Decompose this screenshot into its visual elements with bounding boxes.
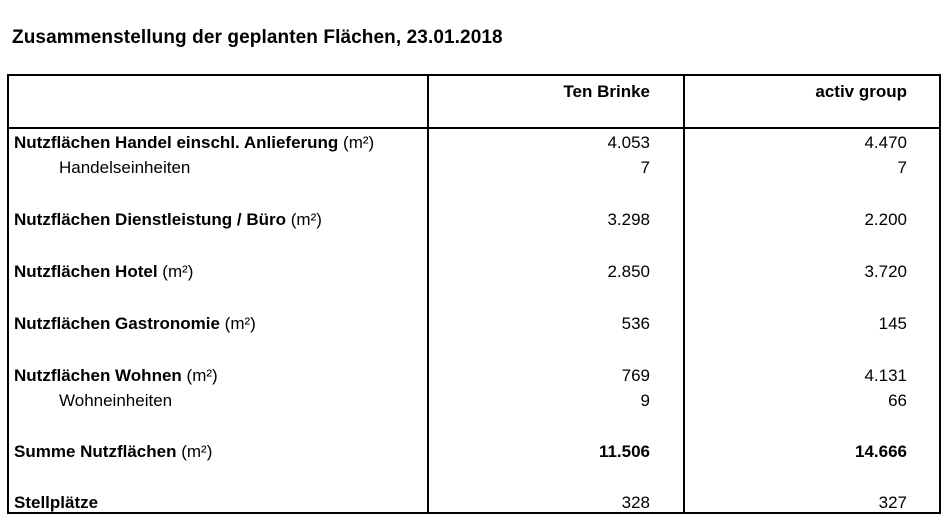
table-cell: 3.720 (864, 262, 907, 281)
row-label-text: Nutzflächen Hotel (14, 262, 158, 281)
row-label-stellplaetze: Stellplätze (14, 493, 98, 513)
row-label-gastronomie: Nutzflächen Gastronomie (m²) (14, 314, 256, 334)
table-cell: 327 (878, 493, 907, 512)
table-cell: 3.298 (607, 210, 650, 229)
column-header-ten-brinke: Ten Brinke (563, 82, 650, 101)
document-title: Zusammenstellung der geplanten Flächen, … (12, 27, 503, 48)
row-label-text: Summe Nutzflächen (14, 442, 177, 461)
row-label-text: Nutzflächen Dienstleistung / Büro (14, 210, 287, 229)
row-unit: (m²) (290, 210, 322, 229)
table-cell: 536 (621, 314, 650, 333)
row-label-wohneinheiten: Wohneinheiten (59, 391, 173, 410)
table-cell: 2.200 (864, 210, 907, 229)
table-cell: 7 (640, 158, 650, 177)
header-divider (9, 127, 939, 129)
table-cell: 328 (621, 493, 650, 512)
column-divider (683, 76, 685, 512)
table-cell: 4.131 (864, 366, 907, 385)
row-unit: (m²) (343, 133, 375, 152)
table-cell: 4.053 (607, 133, 650, 152)
table-cell: 9 (640, 391, 650, 410)
row-unit: (m²) (224, 314, 256, 333)
row-label-text: Nutzflächen Handel einschl. Anlieferung (14, 133, 339, 152)
table-cell-total: 14.666 (855, 442, 907, 461)
table-cell: 145 (878, 314, 907, 333)
area-summary-table: Ten Brinke activ group Nutzflächen Hande… (7, 74, 941, 514)
column-header-activ-group: activ group (815, 82, 907, 101)
table-cell: 2.850 (607, 262, 650, 281)
table-cell: 66 (888, 391, 907, 410)
row-label-text: Nutzflächen Gastronomie (14, 314, 220, 333)
row-label-dienstleistung: Nutzflächen Dienstleistung / Büro (m²) (14, 210, 322, 230)
column-divider (427, 76, 429, 512)
row-unit: (m²) (181, 442, 213, 461)
table-cell: 4.470 (864, 133, 907, 152)
row-label-summe: Summe Nutzflächen (m²) (14, 442, 212, 462)
row-label-handelseinheiten: Handelseinheiten (59, 158, 191, 177)
row-unit: (m²) (186, 366, 218, 385)
row-label-text: Stellplätze (14, 493, 99, 512)
row-label-handel: Nutzflächen Handel einschl. Anlieferung … (14, 133, 374, 153)
row-label-text: Nutzflächen Wohnen (14, 366, 182, 385)
table-cell: 7 (897, 158, 907, 177)
table-cell-total: 11.506 (598, 442, 650, 461)
row-label-wohnen: Nutzflächen Wohnen (m²) (14, 366, 218, 386)
table-cell: 769 (621, 366, 650, 385)
row-unit: (m²) (162, 262, 194, 281)
row-label-hotel: Nutzflächen Hotel (m²) (14, 262, 193, 282)
